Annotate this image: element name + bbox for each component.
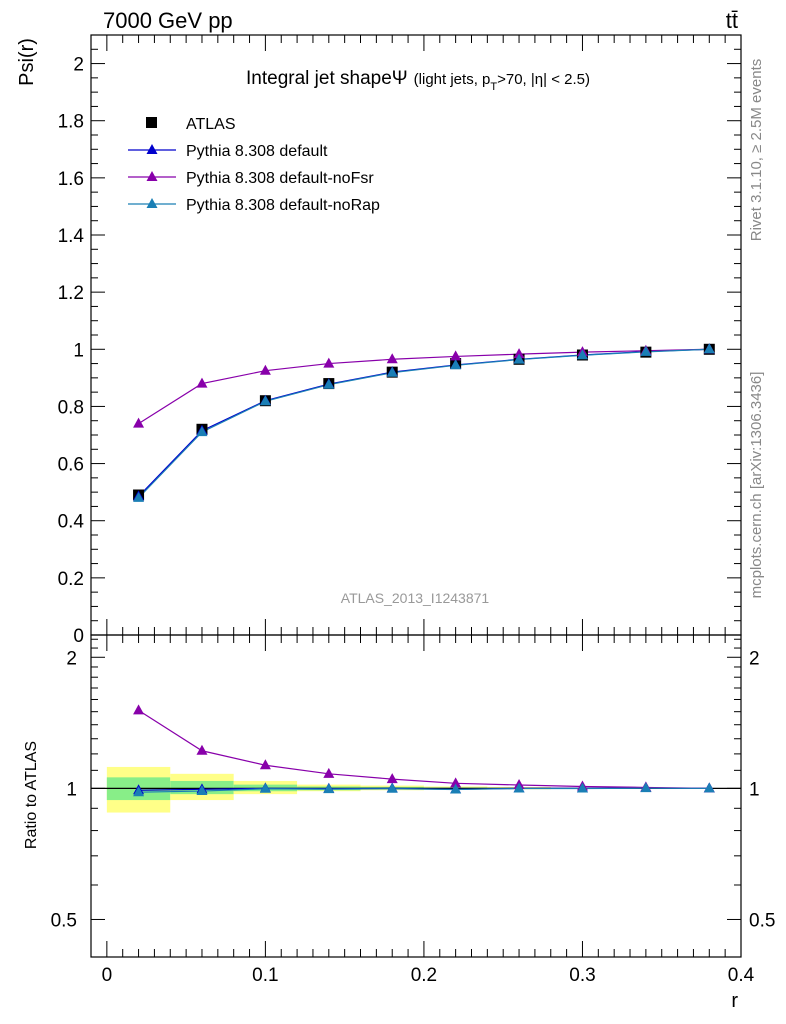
- x-tick-label: 0.3: [569, 965, 595, 986]
- legend-entry-atlas: ATLAS: [146, 116, 236, 133]
- ratio-series-marker-1: [323, 767, 335, 778]
- ratio-series-marker-2: [386, 782, 398, 793]
- y-tick-label: 1: [73, 340, 84, 361]
- main-plot-panel: 0 0.2 0.4 0.6 0.8 1 1.2 1.4 1.6 1.8 2 Integral jet…: [16, 34, 742, 647]
- ratio-series-marker-1: [196, 744, 208, 755]
- legend-label-default: Pythia 8.308 default: [186, 143, 328, 160]
- plot-title: Integral jet shapeΨ (light jets, pT>70, |…: [246, 68, 590, 93]
- legend-marker-nofsr: [146, 171, 158, 181]
- series-marker-2: [513, 348, 525, 359]
- series-marker-2: [386, 353, 398, 364]
- y-tick-label: 0.6: [58, 455, 84, 476]
- legend-marker-norap: [146, 198, 158, 208]
- y-tick-label: 1.2: [58, 283, 84, 304]
- series-marker-3: [513, 353, 525, 364]
- series-marker-2: [450, 350, 462, 361]
- series-marker-2: [259, 364, 271, 375]
- legend-marker-default: [146, 144, 158, 154]
- header-left-label: 7000 GeV pp: [103, 8, 233, 33]
- mcplots-label: mcplots.cern.ch [arXiv:1306.3436]: [748, 372, 765, 599]
- x-tick-label: 0.1: [252, 965, 278, 986]
- series-marker-2: [133, 417, 145, 428]
- series-marker-3: [386, 366, 398, 377]
- series-marker-3: [133, 491, 145, 502]
- x-tick-label: 0: [102, 965, 113, 986]
- x-tick-label: 0.4: [728, 965, 755, 986]
- ratio-series-marker-2: [323, 783, 335, 794]
- ratio-y-tick-label: 1: [66, 779, 77, 800]
- series-marker-3: [196, 426, 208, 437]
- y-tick-label: 1.8: [58, 112, 84, 133]
- ratio-series-marker-2: [640, 782, 652, 793]
- ratio-plot-panel: 0.5 0.5 1 1 2 2 0 0.1 0.2 0.3 0.4 Ratio to ATLAS r: [23, 634, 775, 1012]
- series-marker-2: [323, 357, 335, 368]
- x-tick-label: 0.2: [411, 965, 437, 986]
- ratio-series-marker-2: [703, 782, 715, 793]
- ratio-series-marker-2: [259, 782, 271, 793]
- y-tick-label: 2: [73, 55, 84, 76]
- ratio-series-marker-2: [196, 785, 208, 796]
- header-right-label: tt̄: [726, 8, 738, 33]
- ratio-series-marker-2: [133, 786, 145, 797]
- ratio-series-marker-2: [450, 783, 462, 794]
- series-marker-3: [576, 349, 588, 360]
- rivet-version-label: Rivet 3.1.10, ≥ 2.5M events: [748, 59, 765, 242]
- ratio-y-tick-label-right: 0.5: [749, 910, 775, 931]
- y-tick-label: 0.2: [58, 569, 84, 590]
- ratio-series-line-1: [138, 709, 710, 789]
- y-tick-label: 0.4: [58, 512, 85, 533]
- ratio-series-marker-1: [450, 777, 462, 788]
- legend-entry-default: Pythia 8.308 default: [128, 143, 328, 160]
- ratio-series-line-2: [138, 787, 710, 793]
- legend-entry-norap: Pythia 8.308 default-noRap: [128, 197, 380, 214]
- series-line-1: [138, 348, 710, 497]
- ratio-y-tick-label-right: 1: [749, 779, 760, 800]
- ratio-y-tick-label: 2: [66, 648, 77, 669]
- y-tick-label: 0.8: [58, 397, 84, 418]
- series-marker-2: [196, 377, 208, 388]
- legend-label-norap: Pythia 8.308 default-noRap: [186, 197, 380, 214]
- y-tick-label: 1.6: [58, 169, 84, 190]
- ratio-series-marker-1: [259, 759, 271, 770]
- series-marker-3: [323, 378, 335, 389]
- legend-entry-nofsr: Pythia 8.308 default-noFsr: [128, 170, 374, 187]
- y-axis-label: Psi(r): [16, 38, 38, 86]
- analysis-label: ATLAS_2013_I1243871: [341, 590, 490, 606]
- ratio-series-marker-1: [386, 773, 398, 784]
- ratio-series-marker-2: [576, 782, 588, 793]
- x-axis-label: r: [731, 990, 738, 1012]
- ratio-plot-frame: [90, 634, 742, 958]
- y-tick-label: 1.4: [58, 226, 85, 247]
- legend: ATLAS Pythia 8.308 default Pythia 8.308 …: [128, 116, 380, 214]
- y-tick-label: 0: [73, 626, 84, 647]
- ratio-series-marker-1: [133, 704, 145, 715]
- series-marker-3: [703, 343, 715, 354]
- series-line-3: [138, 348, 710, 499]
- ratio-series-marker-2: [513, 782, 525, 793]
- series-marker-3: [450, 359, 462, 370]
- series-marker-3: [259, 395, 271, 406]
- ratio-y-axis-label: Ratio to ATLAS: [23, 741, 40, 849]
- ratio-y-tick-label-right: 2: [749, 648, 760, 669]
- legend-marker-atlas: [146, 117, 157, 128]
- ratio-y-tick-label: 0.5: [51, 910, 77, 931]
- series-line-2: [138, 348, 710, 425]
- legend-label-atlas: ATLAS: [186, 116, 236, 133]
- legend-label-nofsr: Pythia 8.308 default-noFsr: [186, 170, 374, 187]
- series-marker-3: [640, 345, 652, 356]
